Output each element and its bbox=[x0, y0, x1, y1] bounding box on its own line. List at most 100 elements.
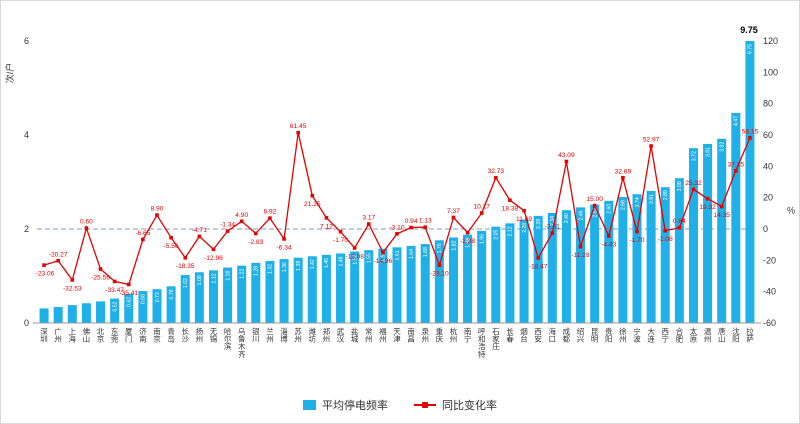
x-category-label: 深圳 bbox=[40, 327, 48, 344]
bar bbox=[533, 215, 543, 323]
bar-value-label: 2.68 bbox=[621, 200, 627, 210]
x-category-label: 重庆 bbox=[436, 327, 444, 344]
bar bbox=[152, 289, 162, 323]
line-data-label: 7.37 bbox=[447, 208, 460, 215]
line-point-marker bbox=[197, 234, 202, 239]
line-point-marker bbox=[126, 282, 131, 287]
line-point-marker bbox=[352, 246, 357, 250]
bar bbox=[576, 207, 586, 323]
x-category-label: 广州 bbox=[54, 326, 62, 344]
bar bbox=[717, 138, 727, 323]
max-bar-annotation: 9.75 bbox=[740, 25, 758, 35]
x-category-label: 扬州 bbox=[196, 326, 204, 344]
right-tick-label: 100 bbox=[763, 67, 778, 77]
bar-value-label: 4.47 bbox=[734, 116, 740, 126]
line-data-label: -4.71 bbox=[192, 227, 207, 234]
x-category-label: 昆明 bbox=[591, 327, 599, 344]
x-category-label: 淄博 bbox=[280, 326, 288, 344]
line-data-label: 11.69 bbox=[516, 216, 532, 223]
x-category-label: 太原 bbox=[690, 326, 698, 344]
left-tick-label: 2 bbox=[24, 224, 29, 234]
x-category-label: 厦门 bbox=[125, 327, 133, 344]
line-point-marker bbox=[748, 136, 752, 140]
bar bbox=[491, 226, 501, 323]
bar bbox=[81, 303, 91, 323]
bar bbox=[688, 148, 698, 323]
x-category-label: 无锡 bbox=[210, 327, 218, 344]
x-category-label: 北京 bbox=[97, 327, 105, 344]
line-data-label: 0.84 bbox=[673, 218, 686, 225]
x-category-label: 成都 bbox=[563, 326, 571, 344]
bar bbox=[251, 262, 261, 323]
line-point-marker bbox=[338, 229, 343, 234]
bar-value-label: 2.20 bbox=[522, 222, 528, 232]
line-data-label: 18.38 bbox=[502, 206, 519, 213]
line-point-marker bbox=[84, 226, 89, 230]
bar-value-label: 3.92 bbox=[720, 142, 726, 152]
bar-value-label: 3.72 bbox=[691, 151, 697, 161]
x-category-label: 大连 bbox=[647, 326, 655, 344]
bar bbox=[505, 223, 515, 323]
line-data-label: -6.65 bbox=[135, 230, 150, 237]
bar bbox=[321, 254, 331, 323]
bar bbox=[166, 286, 176, 323]
line-data-label: 14.35 bbox=[713, 212, 730, 219]
line-point-marker bbox=[691, 187, 696, 192]
x-category-label: 济南 bbox=[139, 326, 147, 344]
line-data-label: 21.25 bbox=[304, 201, 321, 208]
line-data-label: 7.12 bbox=[320, 223, 333, 230]
x-category-label: 南昌 bbox=[407, 326, 415, 344]
line-point-marker bbox=[606, 234, 611, 238]
line-data-label: 10.17 bbox=[473, 204, 490, 211]
x-category-label: 沈阳 bbox=[732, 326, 740, 344]
bar-value-label: 1.39 bbox=[296, 261, 302, 271]
bar-value-label: 1.55 bbox=[367, 253, 373, 263]
line-point-marker bbox=[112, 279, 117, 284]
bar-value-label: 1.96 bbox=[480, 234, 486, 244]
bar bbox=[39, 308, 49, 323]
line-point-marker bbox=[508, 198, 512, 203]
bar bbox=[67, 305, 77, 323]
x-category-label: 东莞 bbox=[111, 326, 119, 344]
bar bbox=[265, 260, 275, 323]
x-category-label: 银川 bbox=[252, 327, 260, 344]
line-data-labels: -23.06 -20.27 -32.53 0.60 -25.56 -33.47-35.41… bbox=[36, 123, 759, 297]
chart-legend: 平均停电频率 同比变化率 bbox=[1, 397, 799, 413]
line-point-marker bbox=[141, 237, 145, 242]
right-tick-label: 40 bbox=[763, 161, 773, 171]
bar bbox=[590, 204, 600, 323]
line-point-marker bbox=[536, 256, 540, 260]
line-point-marker bbox=[564, 159, 569, 164]
line-data-label: -2.28 bbox=[460, 238, 475, 245]
line-data-label: -4.43 bbox=[601, 241, 616, 248]
line-point-marker bbox=[649, 144, 653, 148]
x-category-label: 唐山 bbox=[718, 326, 726, 344]
line-point-marker bbox=[155, 213, 159, 217]
line-data-label: 43.09 bbox=[558, 152, 575, 159]
x-category-label: 哈尔滨 bbox=[224, 326, 232, 351]
bar bbox=[124, 293, 134, 323]
right-axis-title: % bbox=[787, 205, 795, 215]
line-point-marker bbox=[522, 208, 526, 213]
bar bbox=[434, 240, 444, 323]
bar bbox=[96, 301, 106, 323]
x-category-label: 长春 bbox=[506, 326, 514, 344]
line-data-label: -12.08 bbox=[345, 253, 364, 260]
bar-value-label: 1.08 bbox=[197, 275, 203, 285]
line-series-points bbox=[42, 130, 752, 287]
line-point-marker bbox=[366, 222, 371, 226]
right-tick-label: 80 bbox=[763, 99, 773, 109]
x-category-label: 苏州 bbox=[294, 326, 302, 344]
line-data-label: 1.13 bbox=[419, 218, 432, 225]
line-data-label: -1.70 bbox=[629, 237, 644, 244]
bar bbox=[646, 190, 656, 323]
line-point-marker bbox=[310, 193, 315, 198]
bar-value-label: 2.89 bbox=[663, 190, 669, 200]
bar-value-label: 2.12 bbox=[508, 226, 514, 236]
bar bbox=[561, 210, 571, 323]
bar bbox=[519, 219, 529, 323]
line-point-marker bbox=[663, 228, 668, 233]
line-point-marker bbox=[635, 229, 639, 234]
line-point-marker bbox=[225, 229, 230, 233]
